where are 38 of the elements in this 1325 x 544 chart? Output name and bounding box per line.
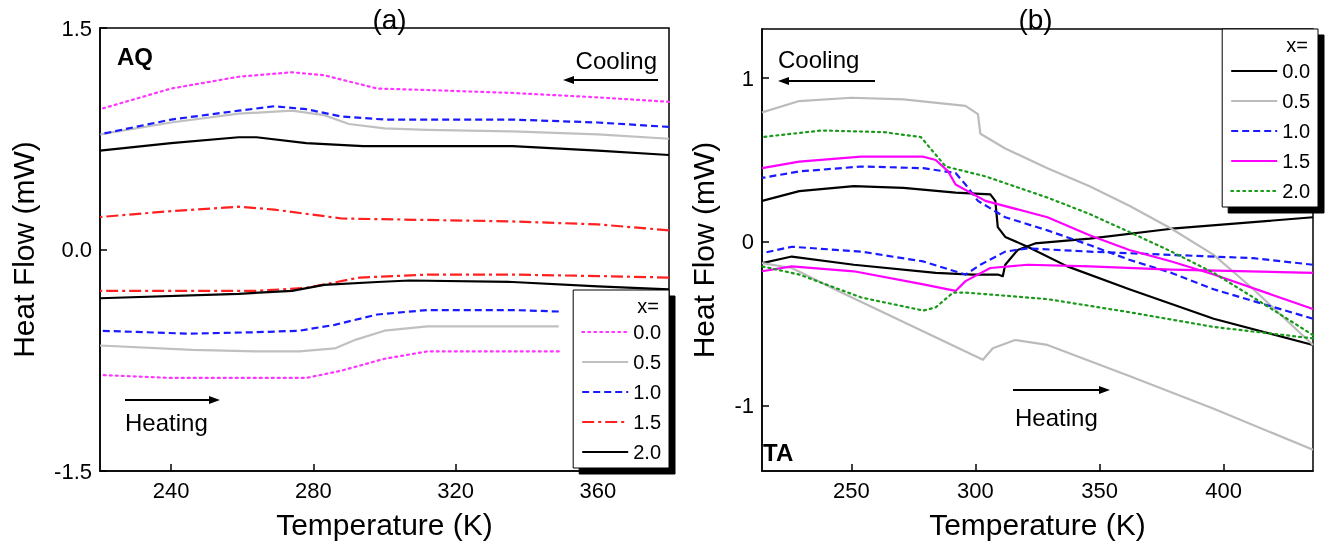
y-axis-title: Heat Flow (mW) <box>6 141 40 358</box>
x-axis-title: Temperature (K) <box>929 507 1146 541</box>
legend-label: 1.0 <box>633 381 662 403</box>
annotation: Cooling <box>575 46 657 74</box>
annotation: Heating <box>125 408 208 436</box>
x-tick-label: 360 <box>579 477 617 503</box>
y-axis-title: Heat Flow (mW) <box>686 141 720 359</box>
x-tick-label: 400 <box>1205 477 1243 503</box>
y-tick-label: 1 <box>741 65 754 91</box>
y-tick-label: -1.5 <box>54 458 92 484</box>
y-tick-label: 0 <box>741 229 754 255</box>
legend-label: 0.5 <box>1282 90 1311 112</box>
x-tick-label: 350 <box>1081 477 1118 503</box>
x-tick-label: 250 <box>832 477 870 503</box>
annotation: AQ <box>117 42 153 70</box>
chart-title: (b) <box>1018 3 1053 35</box>
legend-label: 0.0 <box>633 321 662 343</box>
y-tick-label: -1 <box>734 393 754 419</box>
x-axis-title: Temperature (K) <box>276 507 493 541</box>
annotation: TA <box>763 438 794 466</box>
annotation: Cooling <box>778 45 860 73</box>
legend-label: 0.5 <box>633 351 662 373</box>
y-tick-label: 1.5 <box>61 15 92 41</box>
y-tick-label: 0.0 <box>61 237 92 262</box>
legend-label: 1.0 <box>1282 120 1311 142</box>
legend-label: 2.0 <box>1282 180 1311 202</box>
legend-label: 1.5 <box>633 411 662 433</box>
legend-label: 1.5 <box>1282 150 1311 172</box>
x-tick-label: 240 <box>152 477 190 503</box>
legend-title: x= <box>1286 34 1309 56</box>
legend-title: x= <box>637 295 660 317</box>
legend-label: 2.0 <box>633 441 662 463</box>
legend-label: 0.0 <box>1282 60 1311 82</box>
chart-title: (a) <box>372 3 407 35</box>
x-tick-label: 280 <box>295 477 332 503</box>
annotation: Heating <box>1015 403 1098 431</box>
x-tick-label: 320 <box>437 477 474 503</box>
x-tick-label: 300 <box>957 477 994 503</box>
